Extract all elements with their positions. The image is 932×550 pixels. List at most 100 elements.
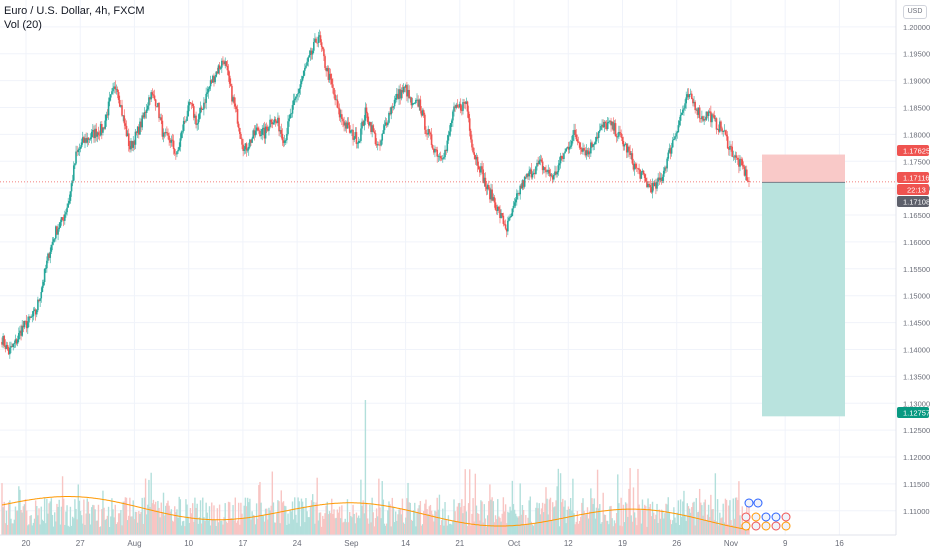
volume-bar [121,525,123,535]
candle-body [65,212,67,215]
candle-body [34,309,37,315]
candle-body [643,174,646,178]
volume-bar [592,504,594,535]
volume-bar [695,498,697,535]
volume-bar [80,515,83,535]
candle-body [2,335,4,345]
event-markers[interactable] [741,498,791,531]
volume-bar [154,501,157,535]
candle-body [531,173,534,178]
symbol-title[interactable]: Euro / U.S. Dollar, 4h, FXCM [4,5,145,17]
short-position-tool[interactable] [762,154,845,417]
candle-body [29,316,31,318]
volume-bar [300,498,303,535]
candle-body [639,169,642,179]
volume-bar [641,499,644,535]
candle-body [693,101,695,104]
volume-bar [104,520,106,535]
volume-bar [530,521,533,535]
candle-body [748,181,750,182]
volume-bar [493,522,496,535]
candle-body [529,169,532,172]
volume-bar [577,523,580,535]
volume-bar [341,505,343,535]
candle-body [268,127,270,131]
candle-body [145,109,148,113]
candle-body [323,49,325,57]
volume-bar [365,502,368,535]
price-tick-label: 1.12500 [903,426,930,435]
volume-bar [15,510,18,535]
candle-body [412,103,415,104]
volume-bar [688,508,691,535]
volume-bar [350,516,352,535]
volume-bar [633,512,636,535]
candle-body [272,122,275,125]
candle-body [132,141,135,148]
candle-body [652,182,655,186]
volume-bar [386,523,388,535]
volume-bar [550,520,553,535]
candle-body [653,182,656,186]
candle-body [106,114,109,116]
volume-bar [446,525,448,535]
candle-body [524,176,527,178]
candle-body [732,156,735,158]
volume-bar [313,501,315,535]
currency-badge[interactable]: USD [903,5,927,19]
volume-study-label[interactable]: Vol (20) [4,19,42,31]
volume-bar [205,502,207,535]
candle-body [267,128,269,131]
volume-bar [113,517,115,535]
volume-bar [153,504,156,535]
price-axis[interactable]: 1.20000 1.19500 1.19000 1.18500 1.18000 1.175… [903,23,930,516]
candle-body [619,131,621,134]
candle-body [22,325,25,328]
volume-bar [571,510,573,535]
volume-bar [444,502,446,535]
volume-bar [740,524,742,535]
candle-body [519,185,521,195]
volume-bar [283,505,286,535]
candle-body [319,35,322,43]
candle-body [430,134,433,146]
candle-body [228,75,231,84]
candle-body [225,61,228,67]
candle-body [647,183,649,187]
volume-bar [636,525,638,535]
volume-bar [552,502,554,535]
volume-bar [379,507,381,535]
volume-bar [455,521,457,535]
volume-bar [589,511,591,535]
volume-bar [233,520,235,535]
candle-body [75,151,77,164]
volume-bar [540,508,543,535]
volume-bar [270,505,272,535]
volume-bar [83,499,85,535]
candle-body [90,131,93,138]
candle-body [26,322,29,329]
volume-bar [124,497,127,535]
volume-bar [138,510,140,535]
candle-body [698,107,701,119]
volume-bar [286,524,288,535]
candle-body [230,83,232,86]
volume-bar [606,520,609,535]
volume-bar [73,518,75,535]
candle-body [136,126,139,133]
candle-body [627,146,629,153]
candle-body [532,172,535,174]
volume-bar [291,501,294,535]
volume-bar [23,504,26,535]
time-axis[interactable]: 20 27 Aug 10 17 24 Sep 14 21 Oct 12 19 26 Nov 9 16 [22,539,845,548]
candle-body [151,92,154,95]
candle-body [68,200,71,204]
volume-bar [557,468,560,535]
candle-body [410,97,413,106]
volume-bar [670,524,673,535]
candle-body [92,129,94,132]
volume-bar [279,523,281,535]
candle-body [61,217,64,221]
candle-body [309,50,312,56]
